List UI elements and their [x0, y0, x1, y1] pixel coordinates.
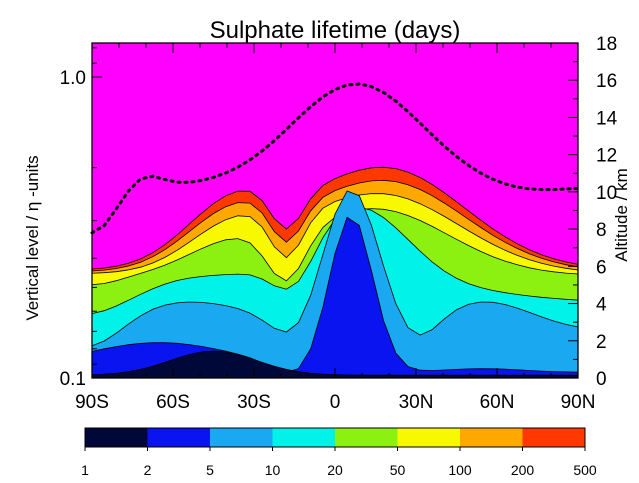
colorbar-tick-label: 200 — [511, 462, 535, 478]
y2-tick-label: 0 — [596, 369, 607, 390]
y2-tick-label: 18 — [596, 34, 617, 55]
tropopause-line — [90, 82, 580, 235]
y2-tick-label: 16 — [596, 71, 617, 92]
x-tick-label: 90S — [75, 392, 109, 413]
y2-tick-label: 8 — [596, 220, 607, 241]
plot-area — [90, 43, 580, 379]
x-tick-label: 0 — [330, 392, 341, 413]
colorbar-segment — [522, 428, 586, 447]
colorbar-tick-label: 10 — [265, 462, 281, 478]
colorbar-tick-label: 20 — [327, 462, 343, 478]
x-tick-label: 60S — [156, 392, 190, 413]
colorbar-tick-label: 5 — [206, 462, 214, 478]
y2-tick-label: 12 — [596, 146, 617, 167]
colorbar-segment — [335, 428, 398, 447]
colorbar-tick-label: 2 — [144, 462, 152, 478]
colorbar-segment — [85, 428, 148, 447]
x-tick-label: 30S — [237, 392, 271, 413]
axes: 90S 60S 30S 0 30N 60N 90N 0.1 1.0 0 2 4 6 8 10 12 14 16 18 — [60, 34, 618, 413]
colorbar-segment — [210, 428, 273, 447]
y2-tick-label: 10 — [596, 183, 617, 204]
contour-band — [91, 350, 579, 379]
y-tick-label: 1.0 — [60, 68, 86, 89]
y-tick-label: 0.1 — [60, 369, 86, 390]
y2-tick-label: 6 — [596, 257, 607, 278]
colorbar-tick-label: 100 — [448, 462, 472, 478]
colorbar-segment — [272, 428, 336, 447]
colorbar-tick-label: 500 — [573, 462, 597, 478]
colorbar-segment — [397, 428, 461, 447]
chart-title: Sulphate lifetime (days) — [210, 17, 461, 44]
contour-band — [91, 216, 579, 379]
colorbar-segment — [147, 428, 211, 447]
y2-tick-label: 2 — [596, 332, 607, 353]
y2-tick-label: 4 — [596, 295, 607, 316]
x-tick-label: 90N — [561, 392, 596, 413]
colorbar-tick-label: 50 — [390, 462, 406, 478]
y-axis-label: Vertical level / η -units — [23, 155, 42, 320]
colorbar: 1 2 5 10 20 50 100 200 500 — [81, 427, 597, 478]
colorbar-segment — [460, 428, 523, 447]
x-tick-label: 60N — [480, 392, 515, 413]
y2-tick-label: 14 — [596, 108, 618, 129]
colorbar-tick-label: 1 — [81, 462, 89, 478]
y2-axis-label: Altitude / km — [612, 168, 631, 262]
x-tick-label: 30N — [399, 392, 434, 413]
